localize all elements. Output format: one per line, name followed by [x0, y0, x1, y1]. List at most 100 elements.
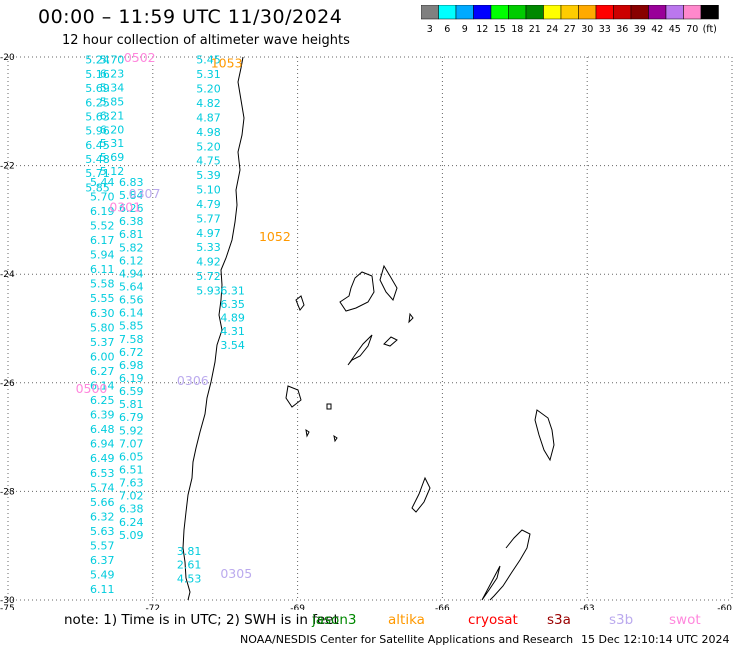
- lon-tick-label: -69: [290, 604, 305, 610]
- wave-height-value: 5.74: [90, 481, 115, 494]
- footer-note: note: 1) Time is in UTC; 2) SWH is in fe…: [64, 612, 339, 628]
- mountain-lake-outline-6: [285, 385, 302, 408]
- wave-height-value: 5.71: [85, 167, 110, 180]
- credit-line: NOAA/NESDIS Center for Satellite Applica…: [240, 633, 574, 646]
- pass-number-label: 0306: [177, 373, 209, 388]
- wave-height-value: 5.24: [85, 54, 110, 67]
- wave-height-value: 5.69: [85, 82, 110, 95]
- wave-height-value: 4.79: [196, 198, 221, 211]
- wave-height-value: 6.56: [119, 294, 144, 307]
- wave-height-value: 5.48: [85, 153, 110, 166]
- wave-height-value: 6.12: [119, 254, 144, 267]
- wave-height-value: 4.53: [177, 572, 202, 585]
- lon-tick-label: -72: [145, 604, 160, 610]
- wave-height-value: 6.94: [90, 438, 115, 451]
- wave-height-value: 5.44: [90, 176, 115, 189]
- wave-height-value: 5.33: [196, 241, 221, 254]
- legend-label: 27: [564, 24, 576, 35]
- lat-tick-label: -26: [0, 379, 15, 389]
- satellite-name-swot: swot: [669, 612, 701, 628]
- wave-height-value: 5.52: [90, 220, 115, 233]
- wave-height-value: 6.45: [85, 139, 110, 152]
- wave-height-value: 6.19: [90, 205, 115, 218]
- wave-height-value: 5.20: [196, 83, 221, 96]
- wave-height-value: 3.54: [220, 339, 245, 352]
- legend-label: 42: [651, 24, 663, 35]
- timestamp: 15 Dec 12:10:14 UTC 2024: [581, 633, 730, 646]
- wave-height-value: 6.83: [119, 176, 144, 189]
- wave-height-value: 6.14: [90, 380, 115, 393]
- wave-height-value: 6.14: [119, 307, 144, 320]
- map-grid: [7, 56, 733, 601]
- wave-height-value: 6.38: [119, 503, 144, 516]
- wave-height-value: 5.55: [90, 292, 115, 305]
- lat-tick-label: -24: [0, 270, 15, 280]
- wave-height-value: 5.80: [90, 321, 115, 334]
- legend-label: 6: [444, 24, 450, 35]
- wave-height-value: 6.59: [119, 385, 144, 398]
- legend-label: 39: [634, 24, 646, 35]
- wave-height-value: 6.00: [90, 350, 115, 363]
- mountain-lake-outline-7: [411, 476, 431, 513]
- wave-height-value: 5.39: [196, 169, 221, 182]
- wave-height-value: 6.25: [85, 96, 110, 109]
- coastline: [182, 56, 555, 601]
- small-lake-outline: [305, 312, 414, 443]
- wave-height-value: 5.16: [85, 68, 110, 81]
- wave-height-value: 5.81: [119, 398, 144, 411]
- wave-height-value: 6.98: [119, 359, 144, 372]
- wave-height-value: 6.25: [90, 394, 115, 407]
- wave-height-value: 6.72: [119, 346, 144, 359]
- salt-flat-outline: [534, 409, 555, 462]
- wave-height-value: 5.70: [90, 190, 115, 203]
- legend-label: 33: [599, 24, 611, 35]
- altimeter-map: 5.245.165.696.255.635.966.455.485.715.85…: [0, 50, 733, 610]
- pass-labels: 1053 1052 0502 0301 0500 0307 0306 0305: [76, 50, 291, 581]
- mountain-lake-outline-3: [347, 334, 373, 366]
- wave-height-value: 5.20: [196, 140, 221, 153]
- wave-height-value: 5.82: [119, 241, 144, 254]
- wave-height-value: 5.12: [100, 165, 125, 178]
- map-subtitle: 12 hour collection of altimeter wave hei…: [62, 33, 350, 48]
- wave-height-value: 6.27: [90, 365, 115, 378]
- wave-height-value: 5.31: [100, 137, 125, 150]
- wave-height-value: 6.19: [119, 372, 144, 385]
- wave-height-value: 5.31: [196, 68, 221, 81]
- wave-height-value: 7.02: [119, 490, 144, 503]
- wave-height-value: 7.58: [119, 333, 144, 346]
- wave-height-value: 5.63: [90, 525, 115, 538]
- legend-label: 30: [581, 24, 593, 35]
- wave-height-value: 5.63: [85, 110, 110, 123]
- map-title: 00:00 – 11:59 UTC 11/30/2024: [38, 6, 343, 28]
- legend-label: 18: [511, 24, 523, 35]
- wave-height-value: 6.26: [119, 202, 144, 215]
- lon-tick-label: -75: [0, 604, 15, 610]
- wave-height-value: 5.94: [90, 249, 115, 262]
- wave-height-value: 4.75: [196, 155, 221, 168]
- wave-height-value: 6.79: [119, 411, 144, 424]
- legend-label: (ft): [703, 24, 717, 35]
- pass-number-label: 1052: [259, 229, 291, 244]
- lat-tick-label: -22: [0, 162, 15, 172]
- wave-height-value: 5.49: [90, 569, 115, 582]
- pass-number-label: 0307: [129, 186, 161, 201]
- wave-height-value: 4.98: [196, 126, 221, 139]
- wave-height-value: 6.20: [100, 123, 125, 136]
- lat-tick-label: -30: [0, 596, 15, 606]
- wave-height-value: 6.31: [220, 284, 245, 297]
- pass-number-label: 0500: [76, 381, 108, 396]
- wave-height-value: 4.31: [220, 325, 245, 338]
- wave-height-value: 5.58: [90, 278, 115, 291]
- mountain-lake-outline-1: [339, 271, 375, 312]
- wave-height-value: 6.37: [90, 554, 115, 567]
- legend-label: 36: [616, 24, 628, 35]
- lat-tick-label: -20: [0, 53, 15, 63]
- wave-height-value: 5.57: [90, 540, 115, 553]
- lagoon-outline: [481, 529, 531, 601]
- legend-label: 70: [686, 24, 698, 35]
- wave-height-value: 6.35: [220, 298, 245, 311]
- wave-height-value: 6.38: [119, 215, 144, 228]
- wave-height-value: 2.61: [177, 559, 202, 572]
- wave-height-value: 4.82: [196, 97, 221, 110]
- wave-height-value: 5.84: [119, 189, 144, 202]
